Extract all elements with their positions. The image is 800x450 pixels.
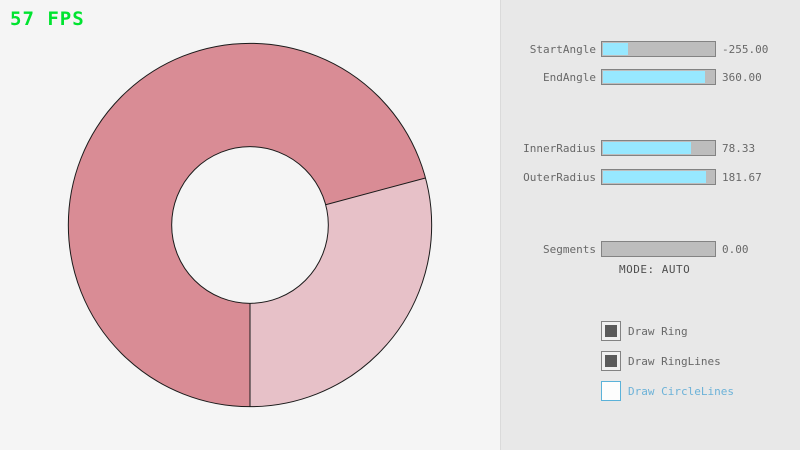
- startangle-label: StartAngle: [529, 42, 596, 56]
- endangle-value: 360.00: [722, 70, 762, 84]
- segments-value: 0.00: [722, 242, 749, 256]
- draw-ringlines-checkbox-label: Draw RingLines: [628, 354, 721, 368]
- ring-radial-line-right: [325, 177, 426, 206]
- startangle-value: -255.00: [722, 42, 769, 56]
- segments-label: Segments: [543, 242, 596, 256]
- draw-ring-checkbox-box[interactable]: [601, 321, 621, 341]
- draw-ring-checkbox-label: Draw Ring: [628, 324, 688, 338]
- innerradius-row: InnerRadius 78.33: [501, 140, 800, 156]
- controls-panel: StartAngle -255.00 EndAngle 360.00 Inner…: [500, 0, 800, 450]
- endangle-row: EndAngle 360.00: [501, 69, 800, 85]
- mode-text: MODE: AUTO: [619, 263, 691, 276]
- endangle-label: EndAngle: [543, 70, 596, 84]
- startangle-slider-fill: [603, 43, 628, 55]
- draw-ringlines-checkbox-box[interactable]: [601, 351, 621, 371]
- endangle-slider[interactable]: [601, 69, 716, 85]
- innerradius-slider-fill: [603, 142, 692, 154]
- outerradius-label: OuterRadius: [523, 170, 596, 184]
- innerradius-value: 78.33: [722, 141, 756, 155]
- draw-ringlines-checkbox[interactable]: Draw RingLines: [601, 351, 721, 371]
- innerradius-label: InnerRadius: [523, 141, 596, 155]
- endangle-slider-fill: [603, 71, 705, 83]
- outerradius-slider-fill: [603, 171, 706, 183]
- ring-inner-outline: [171, 146, 329, 304]
- draw-circlelines-checkbox-label: Draw CircleLines: [628, 384, 734, 398]
- fps-counter: 57 FPS: [10, 8, 85, 30]
- startangle-slider[interactable]: [601, 41, 716, 57]
- segments-slider[interactable]: [601, 241, 716, 257]
- draw-ring-checkbox[interactable]: Draw Ring: [601, 321, 688, 341]
- segments-row: Segments 0.00: [501, 241, 800, 257]
- ring-sector-light: [250, 177, 432, 407]
- draw-circlelines-checkbox-box[interactable]: [601, 381, 621, 401]
- ring-canvas: [67, 42, 433, 408]
- outerradius-row: OuterRadius 181.67: [501, 169, 800, 185]
- innerradius-slider[interactable]: [601, 140, 716, 156]
- startangle-row: StartAngle -255.00: [501, 41, 800, 57]
- ring-sector-dark: [68, 43, 426, 407]
- outerradius-value: 181.67: [722, 170, 762, 184]
- draw-circlelines-checkbox[interactable]: Draw CircleLines: [601, 381, 734, 401]
- outerradius-slider[interactable]: [601, 169, 716, 185]
